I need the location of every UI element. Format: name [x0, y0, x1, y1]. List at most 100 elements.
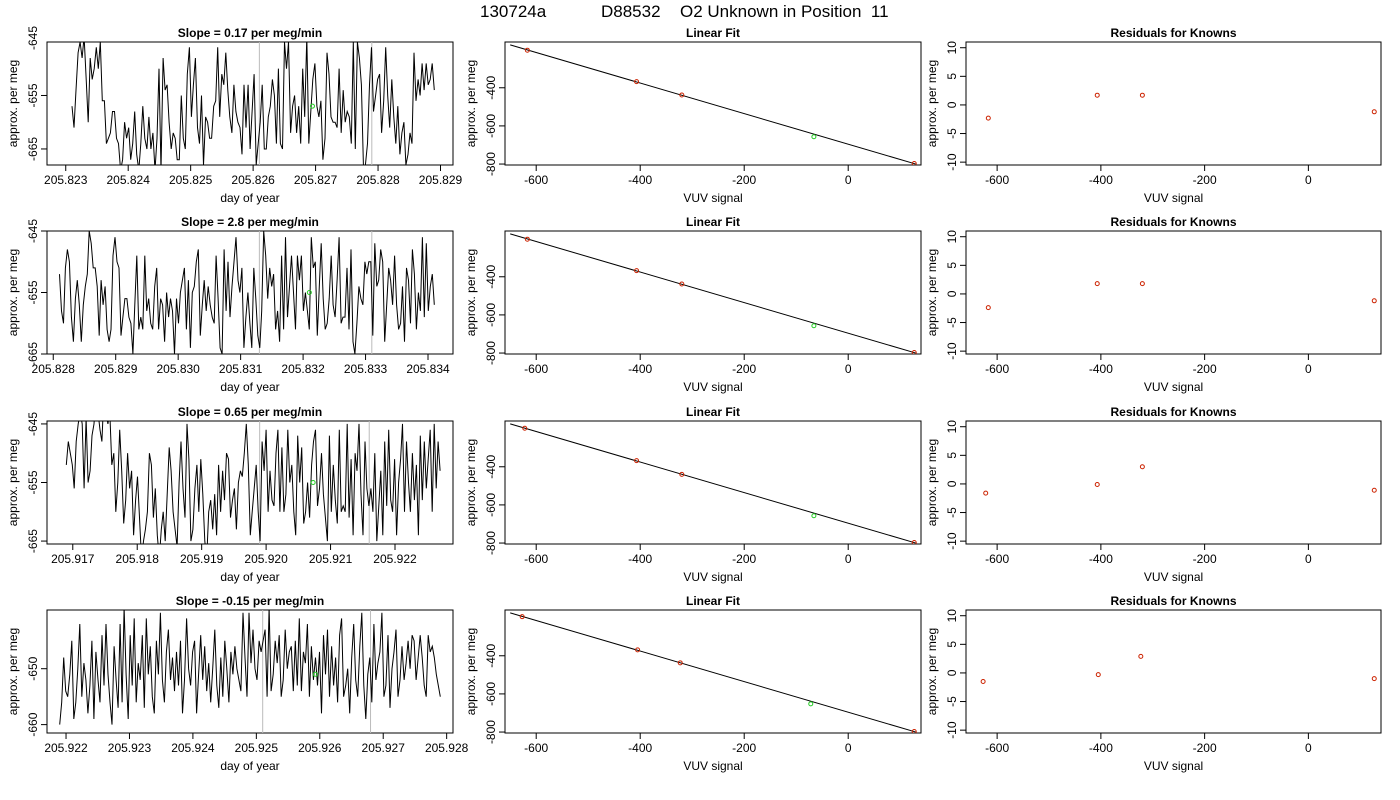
y-tick-label: -665 [26, 342, 40, 366]
x-axis-label: day of year [220, 759, 279, 773]
panel-title: Slope = 0.17 per meg/min [178, 26, 322, 40]
x-tick-label: 205.825 [169, 173, 213, 187]
fit-line [510, 423, 916, 544]
y-tick-label: -655 [26, 470, 40, 494]
known-point [679, 92, 685, 98]
x-tick-label: -400 [1089, 173, 1113, 187]
x-axis-label: VUV signal [683, 759, 742, 773]
y-tick-label: -400 [484, 75, 498, 99]
x-tick-label: 205.927 [362, 741, 406, 755]
panel-grid: Slope = 0.17 per meg/min day of year appro… [6, 26, 1382, 773]
panel-title: Slope = 2.8 per meg/min [181, 215, 319, 229]
plot-area [59, 231, 435, 354]
x-tick-label: 205.917 [51, 552, 95, 566]
y-tick-label: -600 [484, 303, 498, 327]
x-tick-label: 205.920 [244, 552, 288, 566]
x-tick-label: 205.922 [44, 741, 88, 755]
y-tick-label: 0 [945, 290, 959, 297]
x-tick-label: -200 [732, 362, 756, 376]
x-tick-label: -600 [524, 362, 548, 376]
y-tick-label: 10 [945, 609, 959, 623]
plot-area [510, 612, 917, 733]
figure-title-tank: D88532 [601, 2, 661, 21]
known-point [635, 647, 641, 653]
y-axis-label: approx. per meg [6, 249, 20, 336]
y-tick-label: 0 [945, 669, 959, 676]
known-point [679, 471, 685, 477]
y-tick-label: -645 [26, 412, 40, 436]
known-point [1139, 281, 1145, 287]
x-tick-label: 205.918 [116, 552, 160, 566]
x-tick-label: 205.824 [107, 173, 151, 187]
panel-title: Linear Fit [686, 215, 740, 229]
x-tick-label: 205.828 [32, 362, 76, 376]
known-point [1139, 92, 1145, 98]
known-point [1094, 92, 1100, 98]
x-tick-label: 205.832 [281, 362, 325, 376]
x-tick-label: 0 [1305, 552, 1312, 566]
known-point [985, 115, 991, 121]
y-axis-label: approx. per meg [464, 60, 478, 147]
y-tick-label: -400 [484, 264, 498, 288]
y-tick-label: -665 [26, 529, 40, 553]
x-tick-label: 0 [1305, 741, 1312, 755]
x-axis-label: VUV signal [683, 570, 742, 584]
y-tick-label-partial: -645 [26, 26, 40, 50]
panel-residuals-2: Residuals for Knowns VUV signal approx. pe… [925, 215, 1382, 394]
unknown-point [811, 134, 817, 140]
known-point [1371, 676, 1377, 682]
x-tick-label: 205.921 [309, 552, 353, 566]
panel-title: Linear Fit [686, 26, 740, 40]
y-axis-label: approx. per meg [925, 249, 939, 336]
y-tick-label: -10 [945, 342, 959, 360]
x-axis-label: VUV signal [1144, 570, 1203, 584]
known-point [980, 679, 986, 685]
x-tick-label: 205.919 [180, 552, 224, 566]
y-tick-label: 10 [945, 41, 959, 55]
y-axis-label: approx. per meg [925, 60, 939, 147]
panel-linear-fit-4: Linear Fit VUV signal approx. per meg -600 -… [464, 594, 922, 773]
y-tick-label: 10 [945, 420, 959, 434]
panel-title: Linear Fit [686, 594, 740, 608]
known-point [911, 160, 917, 165]
series-line [71, 42, 435, 165]
x-tick-label: -600 [524, 173, 548, 187]
panel-title: Residuals for Knowns [1110, 26, 1236, 40]
known-point [1139, 464, 1145, 470]
panel-title: Slope = 0.65 per meg/min [178, 405, 322, 419]
x-tick-label: 205.826 [231, 173, 275, 187]
known-point [985, 305, 991, 311]
panel-residuals-3: Residuals for Knowns VUV signal approx. pe… [925, 405, 1382, 584]
plot-area [510, 423, 917, 544]
x-axis-label: VUV signal [1144, 759, 1203, 773]
y-tick-label: 10 [945, 230, 959, 244]
x-axis-label: day of year [220, 191, 279, 205]
y-tick-label: -655 [26, 83, 40, 107]
x-axis-label: VUV signal [1144, 191, 1203, 205]
x-tick-label: 205.924 [171, 741, 215, 755]
y-axis-label: approx. per meg [6, 628, 20, 715]
fit-line [510, 612, 916, 733]
known-point [911, 539, 917, 544]
y-tick-label: -5 [945, 696, 959, 707]
x-tick-label: -400 [628, 173, 652, 187]
y-axis-label: approx. per meg [6, 439, 20, 526]
x-tick-label: -200 [1193, 173, 1217, 187]
known-point [677, 660, 683, 666]
y-axis-label: approx. per meg [925, 628, 939, 715]
plot-area [59, 610, 441, 733]
known-point [1371, 487, 1377, 493]
x-tick-label: 205.828 [356, 173, 400, 187]
panel-title: Slope = -0.15 per meg/min [176, 594, 324, 608]
y-tick-label: -10 [945, 532, 959, 550]
panel-residuals-1: Residuals for Knowns VUV signal approx. pe… [925, 26, 1382, 205]
x-tick-label: 0 [845, 552, 852, 566]
known-point [634, 268, 640, 274]
y-tick-label: -660 [26, 712, 40, 736]
known-point [679, 281, 685, 287]
known-point [519, 614, 525, 620]
y-tick-label: -800 [484, 341, 498, 365]
series-line [59, 610, 441, 725]
